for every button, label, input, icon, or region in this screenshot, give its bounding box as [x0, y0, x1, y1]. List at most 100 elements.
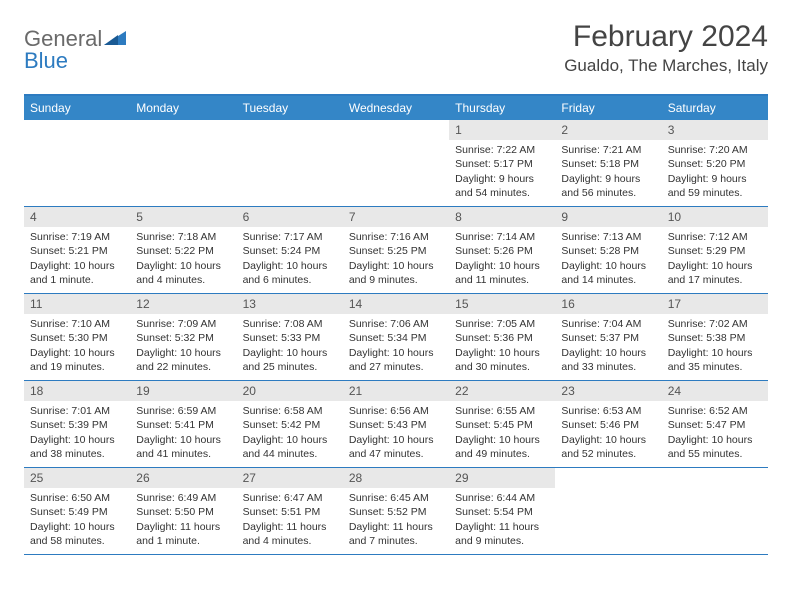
- day-cell: 22Sunrise: 6:55 AMSunset: 5:45 PMDayligh…: [449, 381, 555, 467]
- day-line: Daylight: 11 hours and 9 minutes.: [455, 520, 549, 548]
- day-cell: 4Sunrise: 7:19 AMSunset: 5:21 PMDaylight…: [24, 207, 130, 293]
- week-row: 18Sunrise: 7:01 AMSunset: 5:39 PMDayligh…: [24, 381, 768, 468]
- day-number: 4: [24, 207, 130, 227]
- day-line: Daylight: 10 hours and 17 minutes.: [668, 259, 762, 287]
- day-line: Sunrise: 7:01 AM: [30, 404, 124, 418]
- day-line: Sunrise: 6:56 AM: [349, 404, 443, 418]
- day-content: Sunrise: 6:52 AMSunset: 5:47 PMDaylight:…: [662, 401, 768, 467]
- day-cell: 29Sunrise: 6:44 AMSunset: 5:54 PMDayligh…: [449, 468, 555, 554]
- day-number: 7: [343, 207, 449, 227]
- day-content: Sunrise: 6:45 AMSunset: 5:52 PMDaylight:…: [343, 488, 449, 554]
- day-line: Sunset: 5:51 PM: [243, 505, 337, 519]
- day-line: Sunrise: 7:21 AM: [561, 143, 655, 157]
- day-cell: 21Sunrise: 6:56 AMSunset: 5:43 PMDayligh…: [343, 381, 449, 467]
- day-header-cell: Friday: [555, 96, 661, 120]
- day-line: Sunset: 5:41 PM: [136, 418, 230, 432]
- day-cell: 11Sunrise: 7:10 AMSunset: 5:30 PMDayligh…: [24, 294, 130, 380]
- day-line: Daylight: 10 hours and 11 minutes.: [455, 259, 549, 287]
- day-content: Sunrise: 7:19 AMSunset: 5:21 PMDaylight:…: [24, 227, 130, 293]
- day-number: 15: [449, 294, 555, 314]
- logo-text-blue: Blue: [24, 48, 68, 73]
- day-line: Daylight: 10 hours and 1 minute.: [30, 259, 124, 287]
- day-line: Sunrise: 7:22 AM: [455, 143, 549, 157]
- day-number: 18: [24, 381, 130, 401]
- day-content: [662, 472, 768, 481]
- day-number: 25: [24, 468, 130, 488]
- day-line: Sunset: 5:28 PM: [561, 244, 655, 258]
- day-cell: 9Sunrise: 7:13 AMSunset: 5:28 PMDaylight…: [555, 207, 661, 293]
- day-header-row: SundayMondayTuesdayWednesdayThursdayFrid…: [24, 96, 768, 120]
- day-content: Sunrise: 6:53 AMSunset: 5:46 PMDaylight:…: [555, 401, 661, 467]
- day-header-cell: Monday: [130, 96, 236, 120]
- day-cell: 8Sunrise: 7:14 AMSunset: 5:26 PMDaylight…: [449, 207, 555, 293]
- day-line: Sunrise: 7:18 AM: [136, 230, 230, 244]
- day-cell: 19Sunrise: 6:59 AMSunset: 5:41 PMDayligh…: [130, 381, 236, 467]
- day-line: Sunset: 5:46 PM: [561, 418, 655, 432]
- day-content: Sunrise: 6:55 AMSunset: 5:45 PMDaylight:…: [449, 401, 555, 467]
- day-line: Sunrise: 7:12 AM: [668, 230, 762, 244]
- day-content: Sunrise: 7:08 AMSunset: 5:33 PMDaylight:…: [237, 314, 343, 380]
- day-line: Sunset: 5:21 PM: [30, 244, 124, 258]
- day-line: Sunset: 5:17 PM: [455, 157, 549, 171]
- day-line: Sunrise: 6:47 AM: [243, 491, 337, 505]
- day-content: Sunrise: 7:06 AMSunset: 5:34 PMDaylight:…: [343, 314, 449, 380]
- day-line: Daylight: 10 hours and 30 minutes.: [455, 346, 549, 374]
- day-line: Daylight: 10 hours and 47 minutes.: [349, 433, 443, 461]
- day-line: Sunrise: 6:45 AM: [349, 491, 443, 505]
- day-line: Sunset: 5:25 PM: [349, 244, 443, 258]
- day-line: Sunrise: 7:17 AM: [243, 230, 337, 244]
- day-line: Sunset: 5:34 PM: [349, 331, 443, 345]
- day-line: Daylight: 10 hours and 22 minutes.: [136, 346, 230, 374]
- day-number: 2: [555, 120, 661, 140]
- title-block: February 2024 Gualdo, The Marches, Italy: [564, 20, 768, 76]
- day-line: Sunset: 5:52 PM: [349, 505, 443, 519]
- day-content: [24, 124, 130, 133]
- day-line: Daylight: 10 hours and 9 minutes.: [349, 259, 443, 287]
- day-cell: 28Sunrise: 6:45 AMSunset: 5:52 PMDayligh…: [343, 468, 449, 554]
- day-line: Sunset: 5:37 PM: [561, 331, 655, 345]
- day-content: Sunrise: 6:58 AMSunset: 5:42 PMDaylight:…: [237, 401, 343, 467]
- month-title: February 2024: [564, 20, 768, 54]
- day-number: 16: [555, 294, 661, 314]
- day-content: Sunrise: 7:02 AMSunset: 5:38 PMDaylight:…: [662, 314, 768, 380]
- day-header-cell: Sunday: [24, 96, 130, 120]
- day-number: 27: [237, 468, 343, 488]
- day-header-cell: Wednesday: [343, 96, 449, 120]
- day-cell: 1Sunrise: 7:22 AMSunset: 5:17 PMDaylight…: [449, 120, 555, 206]
- day-line: Sunrise: 6:59 AM: [136, 404, 230, 418]
- day-cell: 25Sunrise: 6:50 AMSunset: 5:49 PMDayligh…: [24, 468, 130, 554]
- day-line: Sunrise: 6:50 AM: [30, 491, 124, 505]
- day-line: Sunset: 5:47 PM: [668, 418, 762, 432]
- day-number: 14: [343, 294, 449, 314]
- day-number: 6: [237, 207, 343, 227]
- day-header-cell: Thursday: [449, 96, 555, 120]
- day-content: Sunrise: 7:09 AMSunset: 5:32 PMDaylight:…: [130, 314, 236, 380]
- day-number: 3: [662, 120, 768, 140]
- day-content: Sunrise: 6:50 AMSunset: 5:49 PMDaylight:…: [24, 488, 130, 554]
- day-line: Sunrise: 7:02 AM: [668, 317, 762, 331]
- day-line: Sunset: 5:22 PM: [136, 244, 230, 258]
- day-number: 8: [449, 207, 555, 227]
- day-content: [130, 124, 236, 133]
- day-line: Daylight: 10 hours and 38 minutes.: [30, 433, 124, 461]
- day-number: 20: [237, 381, 343, 401]
- day-line: Daylight: 10 hours and 14 minutes.: [561, 259, 655, 287]
- day-content: Sunrise: 7:04 AMSunset: 5:37 PMDaylight:…: [555, 314, 661, 380]
- day-cell: [24, 120, 130, 206]
- day-number: 24: [662, 381, 768, 401]
- day-number: 22: [449, 381, 555, 401]
- day-content: Sunrise: 7:22 AMSunset: 5:17 PMDaylight:…: [449, 140, 555, 206]
- day-content: Sunrise: 7:16 AMSunset: 5:25 PMDaylight:…: [343, 227, 449, 293]
- day-cell: 26Sunrise: 6:49 AMSunset: 5:50 PMDayligh…: [130, 468, 236, 554]
- logo-triangle-icon: [104, 29, 126, 50]
- day-line: Sunrise: 6:49 AM: [136, 491, 230, 505]
- week-row: 25Sunrise: 6:50 AMSunset: 5:49 PMDayligh…: [24, 468, 768, 555]
- day-content: [237, 124, 343, 133]
- day-line: Sunset: 5:20 PM: [668, 157, 762, 171]
- day-line: Sunset: 5:33 PM: [243, 331, 337, 345]
- day-line: Daylight: 10 hours and 58 minutes.: [30, 520, 124, 548]
- day-line: Sunset: 5:36 PM: [455, 331, 549, 345]
- day-line: Sunset: 5:49 PM: [30, 505, 124, 519]
- day-cell: 23Sunrise: 6:53 AMSunset: 5:46 PMDayligh…: [555, 381, 661, 467]
- day-line: Daylight: 10 hours and 33 minutes.: [561, 346, 655, 374]
